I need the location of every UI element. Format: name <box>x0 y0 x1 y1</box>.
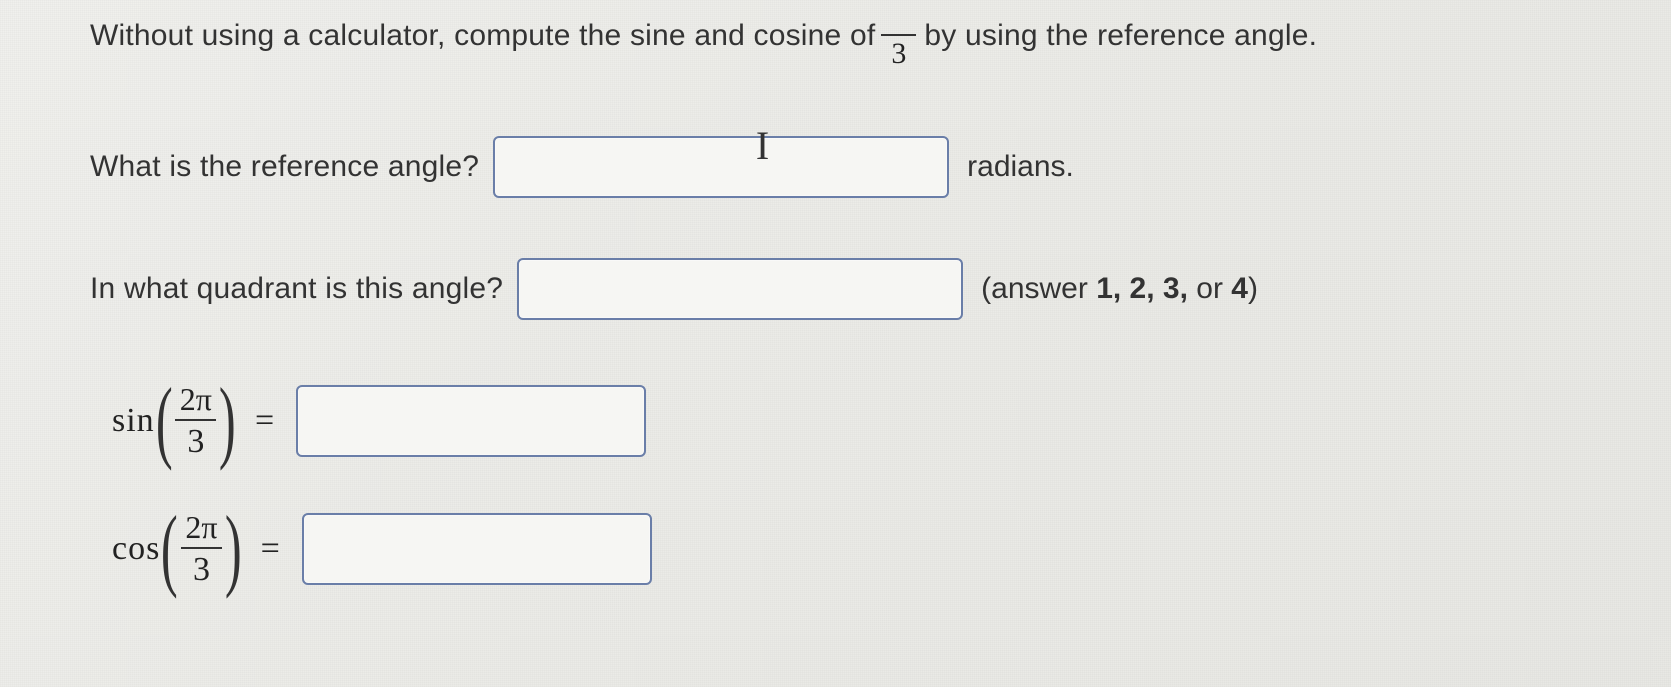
cos-denominator: 3 <box>181 547 222 587</box>
cos-answer-input[interactable] <box>302 513 652 585</box>
cos-fraction: 2π 3 <box>181 511 222 587</box>
question-text-before: Without using a calculator, compute the … <box>90 19 875 53</box>
sin-expression: sin ( 2π 3 ) = <box>112 383 296 459</box>
open-paren-icon: ( <box>161 512 178 586</box>
reference-angle-row: What is the reference angle? I radians. <box>90 130 1581 204</box>
cos-expression: cos ( 2π 3 ) = <box>112 511 302 587</box>
sin-denominator: 3 <box>175 419 216 459</box>
question-line: Without using a calculator, compute the … <box>90 0 1581 70</box>
text-cursor-icon: I <box>756 122 769 169</box>
angle-fraction: 3 <box>881 16 916 69</box>
quadrant-hint-pre: (answer <box>981 272 1096 305</box>
quadrant-last: 4 <box>1231 272 1248 305</box>
quadrant-row: In what quadrant is this angle? (answer … <box>90 252 1581 326</box>
reference-angle-input[interactable]: I <box>493 136 949 198</box>
sin-equals: = <box>255 402 274 440</box>
close-paren-icon: ) <box>225 512 242 586</box>
quadrant-options: 1, 2, 3, <box>1096 272 1196 305</box>
sin-answer-input[interactable] <box>296 385 646 457</box>
angle-denominator: 3 <box>881 34 916 69</box>
cos-equals: = <box>261 530 280 568</box>
angle-numerator <box>893 16 905 34</box>
quadrant-hint-post: ) <box>1248 272 1258 305</box>
close-paren-icon: ) <box>219 384 236 458</box>
quadrant-input[interactable] <box>517 258 963 320</box>
sin-fraction: 2π 3 <box>175 383 216 459</box>
question-text-after: by using the reference angle. <box>924 19 1317 53</box>
cos-row: cos ( 2π 3 ) = <box>90 494 1581 604</box>
quadrant-or: or <box>1196 272 1231 305</box>
sin-fn: sin <box>112 402 155 440</box>
reference-angle-prompt: What is the reference angle? <box>90 150 479 184</box>
cos-numerator: 2π <box>185 511 217 547</box>
quadrant-prompt: In what quadrant is this angle? <box>90 272 503 306</box>
open-paren-icon: ( <box>156 384 173 458</box>
reference-angle-units: radians. <box>967 150 1074 184</box>
cos-fn: cos <box>112 530 160 568</box>
sin-numerator: 2π <box>180 383 212 419</box>
sin-row: sin ( 2π 3 ) = <box>90 366 1581 476</box>
quadrant-hint: (answer 1, 2, 3, or 4) <box>981 272 1258 306</box>
